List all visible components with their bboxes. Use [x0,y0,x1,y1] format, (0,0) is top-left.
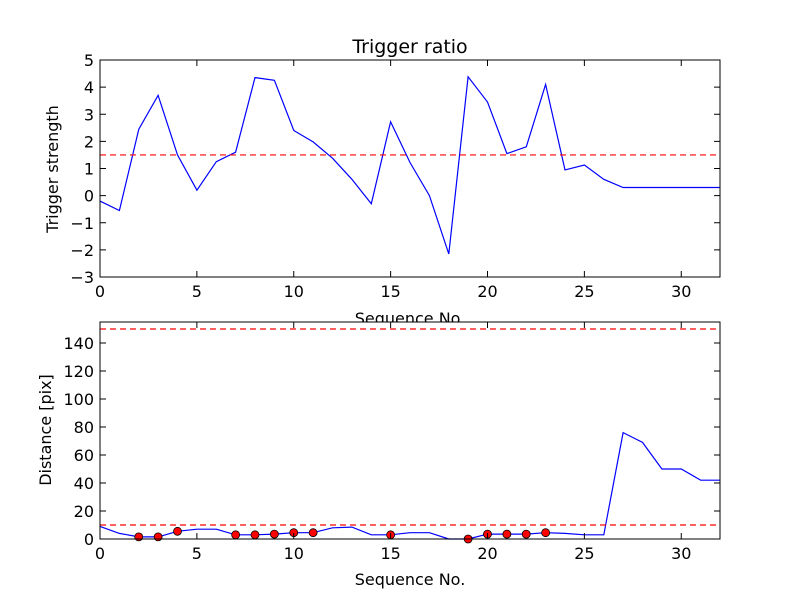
y-tick-label: 120 [63,362,94,381]
x-tick-label: 0 [95,282,105,301]
y-tick-label: 2 [84,132,94,151]
x-tick-label: 25 [574,544,594,563]
y-tick-label: 4 [84,78,94,97]
x-tick-label: 30 [671,544,691,563]
x-axis-label: Sequence No. [355,570,466,589]
x-tick-label: 0 [95,544,105,563]
x-tick-label: 25 [574,282,594,301]
y-tick-label: 5 [84,51,94,70]
x-tick-label: 20 [477,282,497,301]
y-tick-label: 60 [74,446,94,465]
data-point-marker [153,532,163,542]
data-point-marker [134,532,144,542]
x-tick-label: 10 [284,544,304,563]
data-point-marker [173,526,182,536]
trigger-ratio-panel: Trigger ratio Sequence No. Trigger stren… [43,36,721,328]
distance-panel: Sequence No. Distance [pix] 0 5 10 15 20 25 30… [36,321,721,589]
y-tick-label: 3 [84,105,94,124]
y-tick-label: 0 [84,530,94,549]
plot-frame [99,321,721,540]
data-point-marker [269,529,279,539]
data-point-marker [502,529,512,539]
plot-area [100,60,720,277]
y-tick-label: 40 [74,474,94,493]
data-point-marker [541,528,551,538]
data-point-marker [521,529,531,539]
y-tick-label: −1 [70,214,94,233]
plot-area [100,322,720,539]
y-axis-label: Distance [pix] [36,374,55,486]
data-point-marker [231,530,241,540]
y-tick-label: 80 [74,418,94,437]
x-tick-label: 15 [380,544,400,563]
y-axis-label: Trigger strength [43,105,62,234]
data-point-marker [308,528,318,538]
data-point-marker [250,530,260,540]
y-tick-label: −2 [70,241,94,260]
x-tick-label: 5 [192,544,202,563]
x-tick-label: 20 [477,544,497,563]
series-line-0 [99,75,720,255]
chart-title: Trigger ratio [351,36,467,58]
y-tick-label: −3 [70,268,94,287]
x-tick-label: 30 [671,282,691,301]
x-tick-label: 5 [192,282,202,301]
x-tick-label: 15 [380,282,400,301]
y-tick-label: 1 [84,160,94,179]
y-tick-label: 20 [74,502,94,521]
y-tick-label: 100 [63,390,94,409]
y-tick-label: 140 [63,334,94,353]
series-line-0 [99,431,720,540]
x-tick-label: 10 [284,282,304,301]
y-tick-label: 0 [84,187,94,206]
